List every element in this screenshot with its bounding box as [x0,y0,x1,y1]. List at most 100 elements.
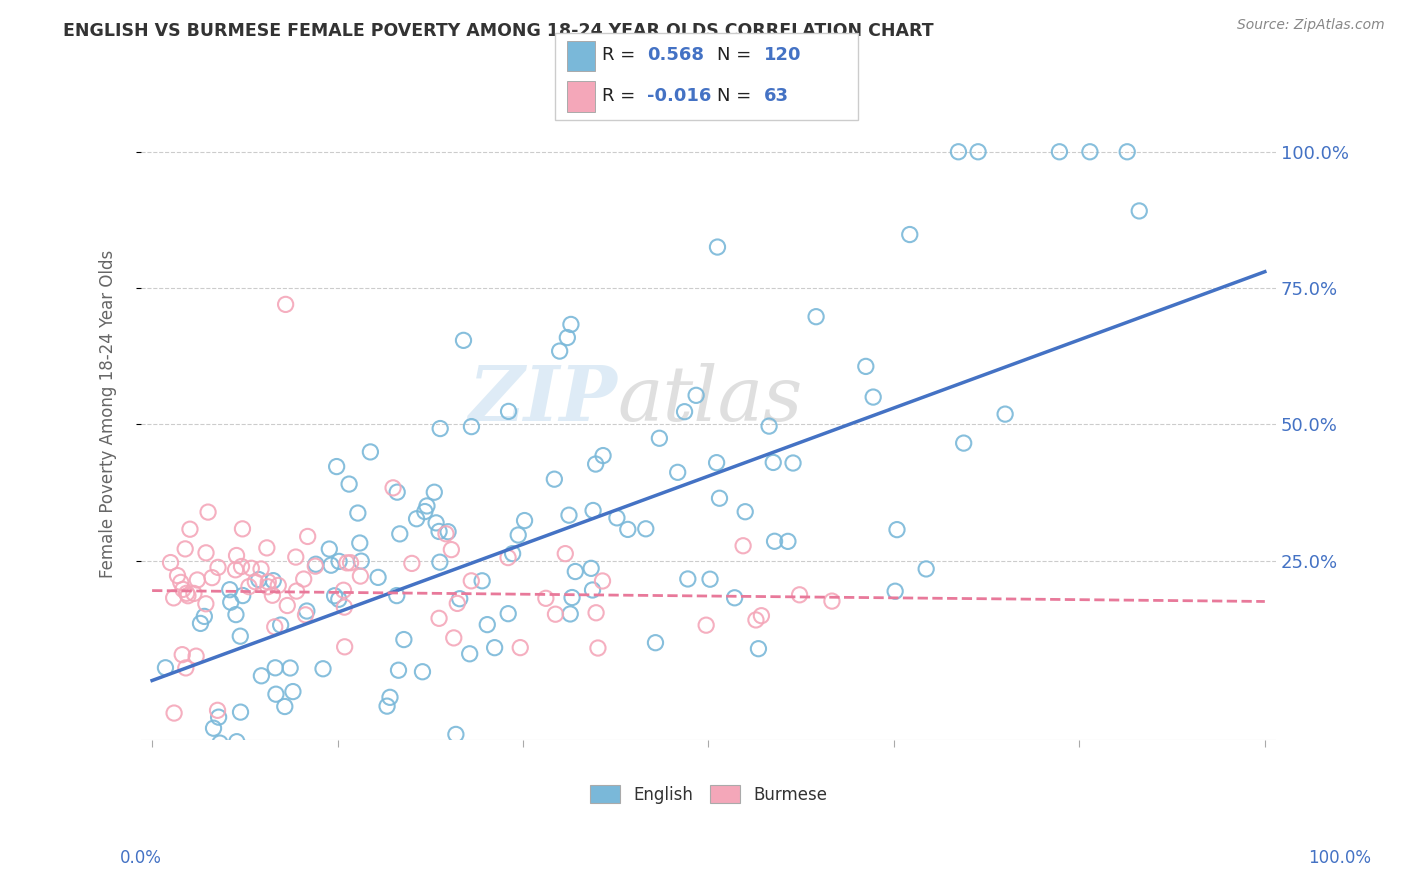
Point [1049,145,1071,159]
Point [219,595,242,609]
Point [225,563,247,577]
Point [416,499,439,513]
Text: Source: ZipAtlas.com: Source: ZipAtlas.com [1237,18,1385,32]
Text: atlas: atlas [617,363,803,437]
Point [579,561,602,575]
Point [544,607,567,622]
Point [264,661,287,675]
Point [427,524,450,539]
Point [385,589,408,603]
Point [1128,203,1150,218]
Point [585,606,607,620]
Point [202,721,225,735]
Point [273,761,295,775]
Point [676,572,699,586]
Point [1078,145,1101,159]
Point [323,589,346,603]
Point [318,542,340,557]
Text: 63: 63 [763,87,789,105]
Point [184,649,207,664]
Point [195,546,218,560]
Text: R =: R = [602,87,641,105]
Point [699,572,721,586]
Point [174,661,197,675]
Point [401,557,423,571]
Point [274,699,297,714]
Point [429,421,451,435]
Point [734,505,756,519]
Point [582,503,605,517]
Point [508,528,530,542]
Point [648,431,671,445]
Point [347,506,370,520]
Point [513,514,536,528]
Point [163,591,186,605]
Point [468,743,491,757]
Point [747,641,769,656]
Point [484,640,506,655]
Point [194,597,217,611]
Point [294,607,316,622]
Point [886,523,908,537]
Point [256,580,278,594]
Point [444,727,467,741]
Point [159,556,181,570]
Text: 100.0%: 100.0% [1308,849,1371,867]
Point [948,145,970,159]
Point [281,684,304,698]
Point [247,573,270,587]
Point [263,620,285,634]
Point [349,536,371,550]
Point [270,618,292,632]
Point [884,584,907,599]
Point [561,591,583,605]
Point [172,582,194,597]
Point [723,591,745,605]
Point [558,508,581,523]
Point [304,559,326,574]
Point [733,539,755,553]
Point [229,629,252,643]
Point [264,687,287,701]
Point [183,586,205,600]
Point [385,485,408,500]
Point [262,588,284,602]
Text: -0.016: -0.016 [647,87,711,105]
Point [166,568,188,582]
Point [378,690,401,705]
Point [339,556,361,570]
Point [336,773,359,788]
Point [231,522,253,536]
Point [685,388,707,402]
Point [337,477,360,491]
Point [267,578,290,592]
Point [328,554,350,568]
Point [238,580,260,594]
Point [349,569,371,583]
Point [197,505,219,519]
Text: R =: R = [602,46,641,64]
Point [225,734,247,748]
Text: 0.568: 0.568 [647,46,704,64]
Legend: English, Burmese: English, Burmese [583,779,834,811]
Point [437,524,460,539]
Point [285,584,308,599]
Point [388,527,411,541]
Point [392,632,415,647]
Point [292,572,315,586]
Point [207,560,229,574]
Point [898,227,921,242]
Point [240,561,263,575]
Point [186,573,208,587]
Point [155,661,177,675]
Point [405,512,427,526]
Point [295,604,318,618]
Point [170,575,193,590]
Point [176,586,198,600]
Point [332,583,354,598]
Point [333,640,356,654]
Point [218,582,240,597]
Point [250,669,273,683]
Point [564,565,586,579]
Point [592,449,614,463]
